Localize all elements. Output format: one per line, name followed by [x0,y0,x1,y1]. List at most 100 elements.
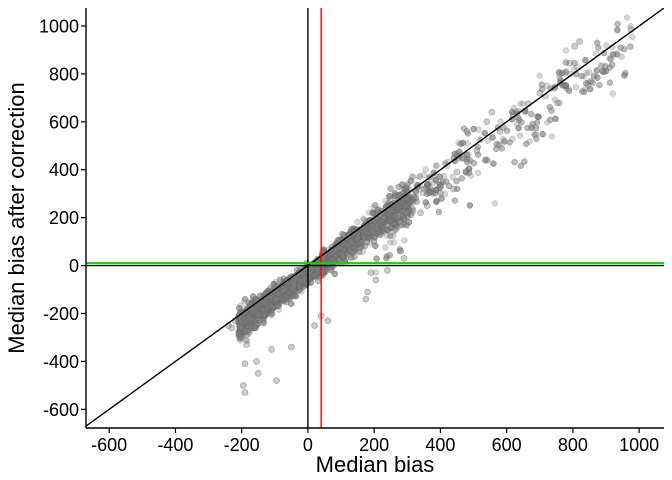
data-point [386,195,394,203]
y-ticks: -600 -400 -200 0 200 400 600 800 1000 [39,16,86,420]
data-point [300,275,308,283]
data-point [600,68,607,76]
data-point [405,218,413,226]
x-tick-label: 600 [492,435,522,455]
data-point [254,310,261,318]
data-point [417,186,424,193]
data-point [501,138,508,145]
data-point [453,178,460,185]
data-point [364,233,372,241]
data-point [365,229,372,237]
data-point [451,197,459,204]
data-point [383,232,391,239]
data-point [291,292,299,299]
data-point [609,90,616,97]
data-point [293,285,300,292]
data-point [539,131,546,138]
data-point [528,110,535,118]
data-point [335,252,342,259]
data-point [519,100,526,107]
data-point [340,241,348,248]
data-point [315,277,322,285]
data-point [311,272,318,280]
data-point [563,85,570,92]
data-point [309,272,316,280]
data-point [351,244,358,251]
data-point [251,308,258,316]
data-point [309,272,316,279]
data-point [283,290,290,298]
data-point [533,135,540,142]
data-point [488,108,496,116]
data-point [533,119,541,126]
data-point [311,268,319,275]
data-point [473,147,481,154]
data-point [241,317,249,324]
data-point [330,255,337,263]
data-point [547,116,554,123]
data-point [284,291,292,299]
data-point [451,150,458,158]
data-point [366,240,373,247]
data-point [387,185,394,192]
data-point [278,294,285,301]
data-point [236,304,243,312]
data-point [365,230,372,237]
data-point [289,284,296,292]
data-point [266,296,273,304]
data-point [324,254,331,262]
data-point [450,185,458,193]
data-point [269,303,276,311]
data-point [249,311,256,319]
data-point [276,291,283,298]
data-point [438,195,445,202]
data-point [237,323,244,331]
x-tick-label: 0 [303,435,313,455]
data-point [409,199,417,206]
data-point [326,252,333,259]
data-point [518,119,525,126]
data-point [281,287,288,294]
data-point [357,238,364,245]
data-point [595,44,602,51]
data-point [470,125,477,133]
data-point [582,85,589,92]
y-tick-label: 0 [69,256,79,276]
data-point [328,252,335,259]
data-point [410,194,417,202]
data-point [286,286,293,293]
data-point [562,47,570,54]
data-point [362,295,370,303]
data-point [367,269,375,277]
data-point [606,79,614,86]
data-point [256,317,264,325]
data-point [282,288,289,295]
data-point [348,254,355,261]
data-point [544,119,551,126]
data-point [523,140,530,147]
data-point [535,113,542,120]
data-point [583,80,590,87]
data-point [286,283,294,291]
data-point [275,302,282,309]
data-point [291,281,298,289]
data-point [243,314,250,321]
data-point [299,280,307,288]
data-point [354,218,361,226]
data-point [402,184,410,192]
data-point [280,288,287,295]
data-point [258,312,265,319]
data-point [259,301,266,308]
data-point [246,328,253,336]
data-point [416,173,423,180]
y-axis-title: Median bias after correction [4,82,29,353]
data-point [350,239,358,246]
data-point [295,282,302,289]
y-tick-label: 400 [49,160,79,180]
data-point [397,247,405,255]
data-point [589,79,596,86]
data-point [407,177,414,184]
data-point [562,82,569,90]
y-tick-label: 800 [49,64,79,84]
data-point [271,298,279,305]
